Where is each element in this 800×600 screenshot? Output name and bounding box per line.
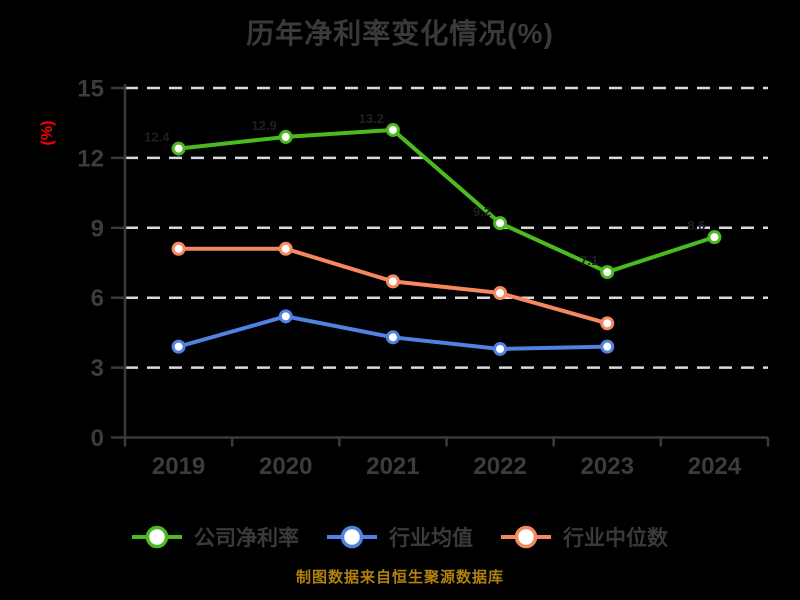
x-tick-label: 2023 xyxy=(581,453,634,480)
value-label: 8.6 xyxy=(687,218,705,233)
data-point xyxy=(493,341,508,356)
x-tick-label: 2024 xyxy=(688,453,742,480)
x-tick-label: 2020 xyxy=(259,453,312,480)
legend-label: 行业均值 xyxy=(389,527,473,550)
legend-item-1[interactable]: 行业均值 xyxy=(327,522,473,552)
legend-item-2[interactable]: 行业中位数 xyxy=(501,522,668,552)
series-line-0 xyxy=(178,127,716,275)
data-point xyxy=(707,230,722,245)
y-tick-label: 9 xyxy=(91,215,104,242)
x-tick-label: 2019 xyxy=(152,453,205,480)
data-point xyxy=(493,216,508,231)
legend-label: 行业中位数 xyxy=(563,527,668,550)
y-tick-label: 12 xyxy=(77,145,104,172)
y-tick-label: 6 xyxy=(91,285,104,312)
data-point xyxy=(278,129,293,144)
data-point xyxy=(171,141,186,156)
y-tick-label: 3 xyxy=(91,355,104,382)
value-label: 12.4 xyxy=(144,130,170,145)
value-label: 7.1 xyxy=(580,253,598,268)
data-source-note: 制图数据来自恒生聚源数据库 xyxy=(295,569,504,586)
x-tick-label: 2021 xyxy=(366,453,419,480)
legend-marker-icon xyxy=(132,525,182,549)
data-point xyxy=(278,241,293,256)
legend-marker-icon xyxy=(501,525,551,549)
data-point xyxy=(600,339,615,354)
data-point xyxy=(385,122,400,137)
chart-legend: 公司净利率 行业均值 行业中位数 xyxy=(0,510,800,564)
legend-marker-icon xyxy=(327,525,377,549)
legend-label: 公司净利率 xyxy=(194,527,299,550)
data-point xyxy=(171,241,186,256)
data-point xyxy=(600,265,615,280)
chart-title: 历年净利率变化情况(%) xyxy=(246,18,554,49)
data-point xyxy=(493,286,508,301)
data-point xyxy=(278,309,293,324)
data-point xyxy=(385,330,400,345)
value-label: 13.2 xyxy=(359,111,384,126)
data-point xyxy=(171,339,186,354)
x-tick-label: 2022 xyxy=(473,453,526,480)
legend-item-0[interactable]: 公司净利率 xyxy=(132,522,299,552)
data-point xyxy=(600,316,615,331)
y-tick-label: 0 xyxy=(91,425,104,452)
data-point xyxy=(385,274,400,289)
value-label: 9.2 xyxy=(473,204,491,219)
value-label: 12.9 xyxy=(251,118,276,133)
y-tick-label: 15 xyxy=(77,76,104,103)
